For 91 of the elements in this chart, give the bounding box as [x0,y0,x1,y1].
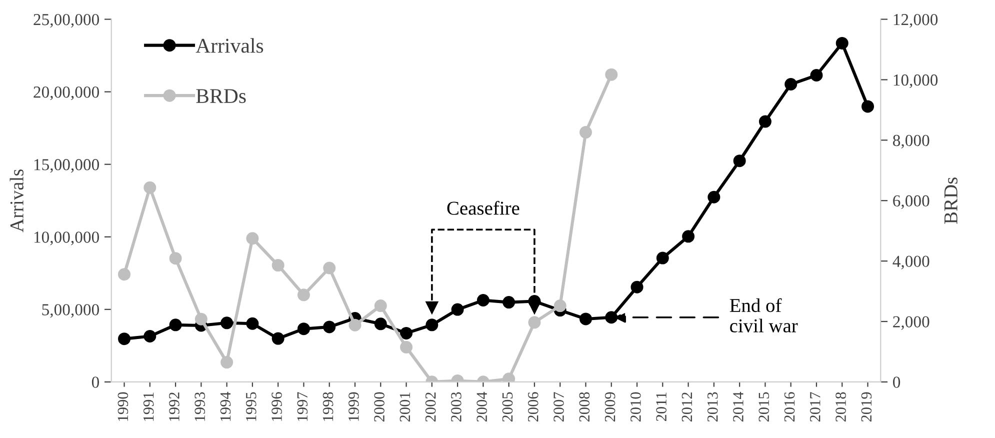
point [323,262,336,274]
x-tick-label: 1993 [194,392,205,421]
x-tick-label: 1994 [220,392,231,421]
point [323,320,336,334]
point [297,288,310,302]
y-tick-label: 10,00,000 [34,232,99,246]
y-tick-label: 0 [92,376,99,388]
x-tick-label: 1990 [118,392,128,421]
point [579,312,592,326]
x-tick-label: 2019 [861,392,872,422]
x-tick-label: 2008 [579,392,590,422]
x-tick-label: 2017 [810,392,820,422]
x-tick-label: 2003 [451,392,462,422]
point [144,181,156,194]
x-tick-label: 2005 [502,392,513,422]
point [374,318,387,330]
y-tick-label: 15,00,000 [34,159,99,173]
x-tick-label: 2006 [528,392,538,422]
x-tick-label: 1997 [297,392,308,421]
point [862,100,874,113]
annotation: Ceasefire [447,200,520,215]
point [400,326,413,340]
x-tick-label: 1991 [143,392,154,421]
y-tick-label: 20,00,000 [34,86,99,100]
x-tick-label: 2010 [630,392,641,422]
y-tick-label: 5,00,000 [42,304,99,318]
point [297,322,310,336]
point [758,115,772,128]
point [579,126,592,139]
y2-tick-label: 12,000 [894,14,938,28]
point [656,252,669,264]
x-tick-label: 2014 [733,392,744,422]
point [220,316,234,330]
point [272,332,284,345]
x-tick-label: 2015 [758,392,770,422]
point [374,300,387,312]
point [194,312,208,326]
point [528,316,541,329]
annotation: End of civil war [730,298,798,332]
point [246,317,259,330]
x-tick-label: 2000 [374,392,384,422]
x-tick-label: 2016 [784,392,795,422]
point [451,303,464,316]
x-tick-label: 2011 [656,392,666,421]
x-tick-label: 2007 [554,392,564,422]
point [682,230,695,243]
x-tick-label: 1995 [246,392,256,421]
y2-tick-label: 2,000 [893,316,930,330]
point [476,294,490,307]
y-axis-title: Arrivals [10,169,24,232]
point [605,68,618,81]
point [118,268,131,281]
y2-tick-label: 0 [893,376,900,388]
point [605,311,618,324]
x-tick-label: 2012 [682,392,692,422]
x-tick-label: 1998 [322,392,334,421]
point [784,78,798,91]
point [169,252,182,265]
point [169,318,182,332]
point [144,330,156,342]
point [400,340,413,354]
x-tick-label: 2001 [400,392,410,422]
point [502,296,516,309]
y2-axis-title: BRDs [944,178,958,224]
x-tick-label: 2004 [476,392,488,422]
x-tick-label: 1992 [169,392,180,421]
point [554,300,566,312]
point [220,356,234,369]
y-tick-label: 25,00,000 [34,14,99,28]
point [708,190,720,204]
x-tick-label: 2009 [604,392,616,422]
point [630,280,644,294]
x-tick-label: 2002 [425,392,436,422]
point [246,232,259,245]
point [272,259,284,272]
legend-label: BRDs [196,89,246,104]
point [810,69,823,82]
y2-tick-label: 6,000 [893,195,930,209]
x-tick-label: 2013 [707,392,718,422]
x-tick-label: 2018 [836,392,846,422]
y2-tick-label: 4,000 [892,256,930,270]
x-tick-label: 1999 [348,392,359,421]
point [836,36,848,50]
point [118,332,131,346]
x-tick-label: 1996 [272,392,282,421]
point [733,154,746,168]
point [348,318,362,332]
y2-tick-label: 10,000 [894,74,938,88]
y2-tick-label: 8,000 [893,134,930,149]
legend-label: Arrivals [196,38,264,53]
point [426,318,438,332]
